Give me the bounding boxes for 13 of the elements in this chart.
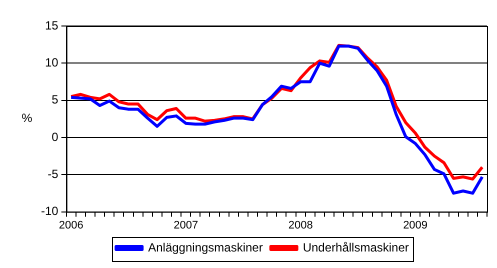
y-tick-label: -10	[41, 204, 59, 218]
x-tick-label: 2006	[58, 219, 84, 232]
legend-label: Underhållsmaskiner	[302, 240, 409, 254]
y-tick-label: 10	[44, 55, 59, 70]
y-tick-label: 0	[52, 130, 59, 144]
x-tick-label: 2008	[288, 219, 313, 232]
x-tick-label: 2007	[174, 219, 198, 232]
y-tick-label: -5	[48, 166, 59, 181]
y-tick-label: 15	[44, 18, 59, 32]
legend-label: Anläggningsmaskiner	[148, 240, 263, 254]
y-axis-title: %	[22, 111, 33, 126]
y-tick-label: 5	[52, 92, 59, 107]
x-tick-label: 2009	[403, 219, 428, 232]
